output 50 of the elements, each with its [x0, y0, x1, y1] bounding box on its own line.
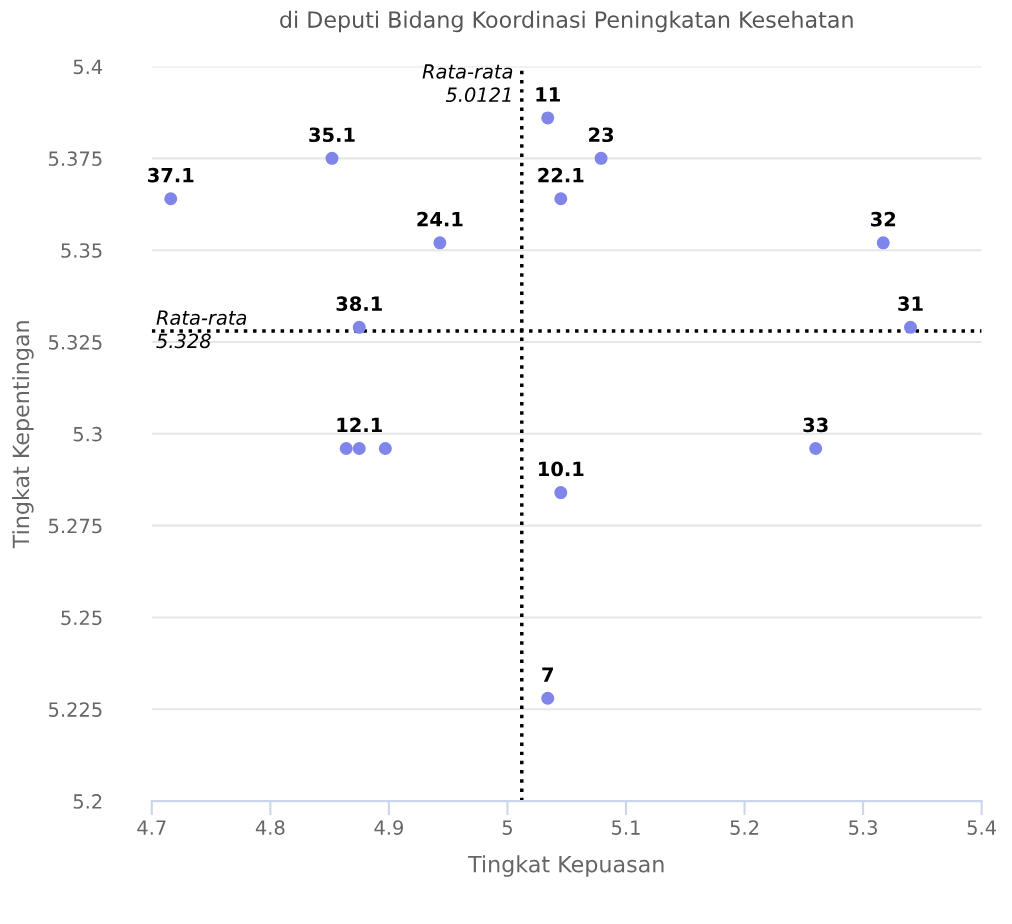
annotation: 32 [871, 211, 896, 227]
y-tick-label: 5.35 [61, 243, 102, 258]
annotation: 38.1 [336, 296, 382, 312]
x-tick-label: 4.7 [137, 820, 166, 835]
point [378, 442, 392, 456]
x-tick-label: 5 [502, 820, 512, 835]
x-axis-title: Tingkat Kepuasan [467, 855, 664, 877]
x-tick-label: 5.1 [612, 820, 640, 835]
annotation: 37.1 [148, 167, 194, 183]
point [554, 192, 568, 206]
annotation: 31 [898, 296, 923, 312]
x-tick-label: 4.8 [255, 820, 285, 835]
point [352, 320, 366, 334]
y-tick-label: 5.325 [49, 334, 102, 350]
annotation: 33 [803, 417, 828, 433]
annotation: 22.1 [538, 167, 584, 183]
y-tick-label: 5.225 [49, 702, 102, 717]
y-axis-title: Tingkat Kepentingan [12, 321, 34, 549]
annotation: 24.1 [417, 211, 463, 227]
point [594, 151, 608, 165]
point [352, 442, 366, 456]
point [325, 151, 339, 165]
y-tick-label: 5.4 [73, 59, 103, 75]
x-tick-label: 4.9 [374, 820, 403, 835]
annotation: 11 [536, 87, 560, 102]
annotation: 23 [589, 127, 614, 143]
point [164, 192, 178, 206]
x-tick-label: 5.3 [849, 820, 877, 835]
y-tick-label: 5.25 [61, 610, 102, 626]
ref-line-label: Rata-rata 5.328 [156, 310, 247, 349]
point [904, 320, 918, 334]
point [541, 691, 555, 705]
point [554, 486, 568, 500]
annotation: 10.1 [539, 461, 584, 477]
annotation: 12.1 [337, 417, 382, 432]
point [876, 236, 890, 250]
x-tick-label: 5.4 [967, 820, 997, 835]
point [339, 442, 353, 456]
chart-title: di Deputi Bidang Koordinasi Peningkatan Kesehatan [280, 10, 853, 33]
y-tick-label: 5.275 [49, 518, 102, 534]
y-tick-label: 5.2 [73, 794, 102, 809]
x-tick-label: 5.2 [730, 820, 759, 835]
y-tick-label: 5.3 [73, 426, 102, 442]
annotation: 35.1 [309, 127, 355, 143]
point [433, 236, 447, 250]
point [809, 442, 823, 456]
ref-line-label: Rata-rata 5.0121 [422, 64, 513, 103]
y-tick-label: 5.375 [49, 151, 102, 167]
point [541, 111, 555, 125]
annotation: 7 [542, 667, 553, 682]
